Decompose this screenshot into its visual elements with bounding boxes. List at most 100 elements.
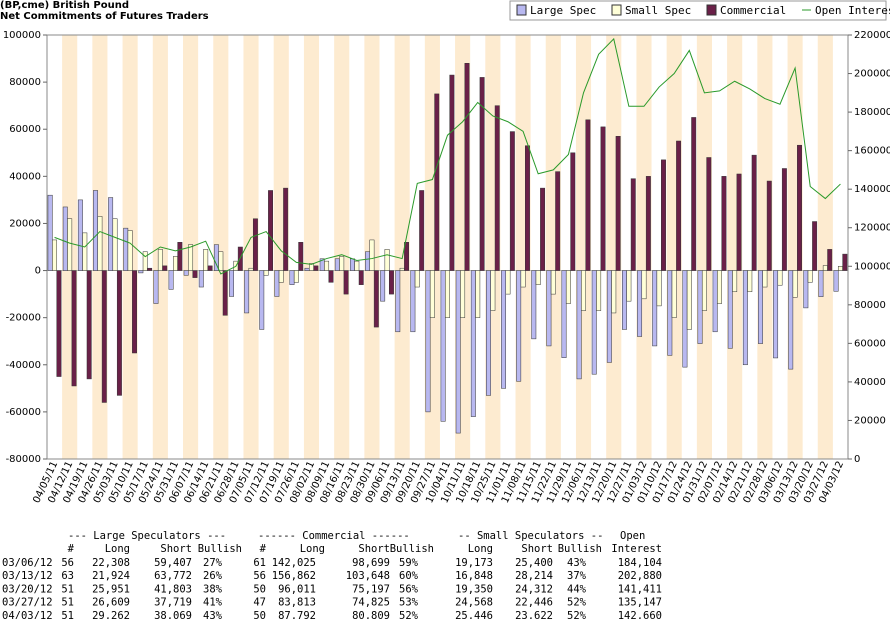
- stripe: [243, 35, 259, 459]
- table-header: Short: [358, 543, 390, 555]
- table-cell: 51: [61, 610, 74, 619]
- bar: [762, 270, 768, 288]
- table-cell: 19,173: [455, 557, 493, 569]
- bar: [188, 244, 194, 271]
- bar: [626, 270, 632, 302]
- bar: [550, 270, 556, 295]
- bar: [645, 176, 651, 271]
- bar: [470, 270, 476, 417]
- bar: [691, 117, 697, 271]
- bar: [373, 270, 379, 328]
- table-header: Bullish: [558, 543, 602, 555]
- bar: [183, 270, 189, 276]
- bar: [414, 270, 420, 288]
- table-cell: 47: [253, 597, 266, 609]
- bar: [712, 270, 718, 333]
- bar: [561, 270, 567, 358]
- bar: [358, 270, 364, 285]
- bar: [207, 265, 213, 271]
- stripe: [636, 35, 652, 459]
- bar: [404, 242, 410, 271]
- y2-tick-label: 0: [854, 454, 860, 465]
- bar: [82, 232, 88, 271]
- table-cell: 59,407: [154, 557, 192, 569]
- bar: [701, 270, 707, 311]
- bar: [229, 270, 234, 297]
- stripe: [303, 35, 320, 459]
- stripe: [757, 35, 773, 459]
- legend-label: Large Spec: [530, 4, 596, 17]
- bar: [304, 267, 310, 271]
- bar: [509, 131, 515, 271]
- bar: [168, 270, 174, 290]
- table-header: Interest: [611, 543, 662, 555]
- bar: [827, 249, 833, 271]
- bar: [555, 171, 561, 271]
- table-cell: 103,648: [346, 570, 390, 582]
- line: [54, 37, 841, 275]
- y2-tick-label: 140000: [854, 184, 890, 195]
- table-header: #: [68, 543, 75, 555]
- table-cell: 96,011: [278, 583, 316, 595]
- bar: [222, 270, 228, 316]
- table-cell: 19,350: [455, 583, 493, 595]
- bar: [766, 180, 772, 271]
- table-cell: 52%: [399, 610, 419, 619]
- y-tick-label: -60000: [6, 407, 41, 418]
- bar: [570, 152, 576, 271]
- bar: [485, 270, 491, 396]
- stripe: [817, 35, 833, 459]
- table-cell: 56%: [399, 583, 419, 595]
- bar: [429, 270, 435, 318]
- chart-subtitle: Net Commitments of Futures Traders: [0, 11, 209, 22]
- bar: [334, 258, 340, 271]
- y2-tick-label: 120000: [854, 223, 890, 234]
- stripe: [727, 35, 743, 459]
- bar: [565, 270, 571, 304]
- bar: [198, 270, 204, 288]
- table-cell: 142,025: [272, 557, 316, 569]
- bar: [516, 270, 522, 382]
- bar: [108, 197, 114, 271]
- bar: [479, 77, 485, 271]
- bar: [274, 270, 280, 297]
- bar: [807, 270, 813, 283]
- bar: [116, 270, 122, 396]
- table-cell: 28,214: [515, 570, 553, 582]
- bar: [525, 145, 530, 271]
- table-cell: 74,825: [352, 597, 390, 609]
- bar: [781, 168, 787, 271]
- y2-tick-label: 180000: [854, 107, 890, 118]
- table-cell: 63: [61, 570, 74, 582]
- plot-frame: [46, 34, 849, 460]
- y2-tick-label: 160000: [854, 146, 890, 157]
- bar: [758, 270, 763, 344]
- bar: [475, 270, 481, 318]
- table-cell: 38,069: [154, 610, 192, 619]
- table-header: Long: [300, 543, 325, 555]
- bar: [339, 256, 345, 271]
- legend-swatch: [611, 4, 622, 16]
- bar: [822, 265, 828, 271]
- bar: [142, 251, 148, 271]
- bar: [97, 216, 103, 271]
- bar: [138, 270, 144, 274]
- y-tick-label: -20000: [6, 313, 41, 324]
- table-cell: 83,813: [278, 597, 316, 609]
- y2-tick-label: 40000: [854, 377, 886, 388]
- bar: [671, 270, 677, 318]
- bar: [641, 270, 647, 300]
- y-tick-label: -40000: [6, 360, 41, 371]
- bar: [425, 270, 431, 413]
- bar: [837, 266, 843, 271]
- y-tick-label: 40000: [9, 171, 41, 182]
- bar: [585, 119, 591, 271]
- legend-label: Open Interest: [815, 4, 890, 17]
- bar: [667, 270, 673, 356]
- table-cell: 38%: [203, 583, 223, 595]
- bar: [153, 270, 159, 304]
- bar: [686, 270, 692, 330]
- bar: [706, 157, 712, 271]
- table-cell: 156,862: [272, 570, 316, 582]
